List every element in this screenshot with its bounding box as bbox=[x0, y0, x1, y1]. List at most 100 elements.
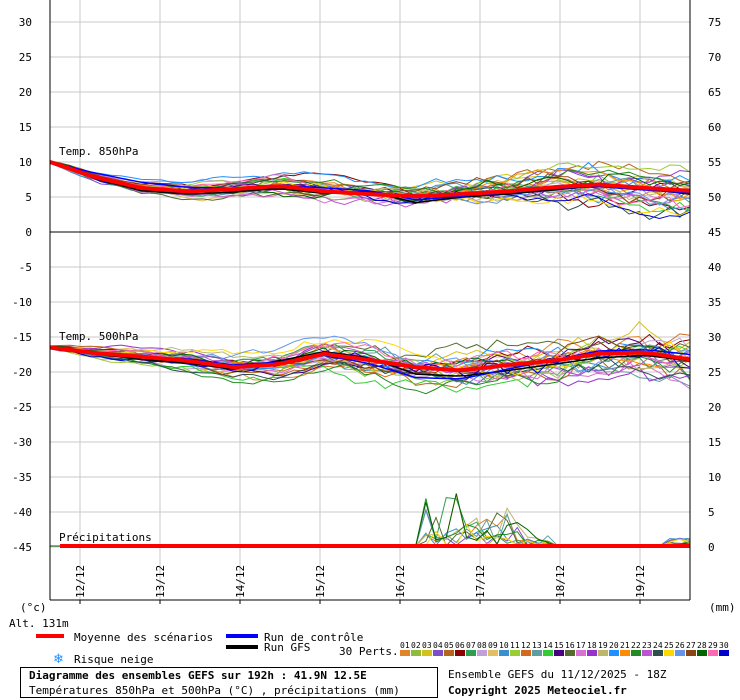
tick-label-left: 0 bbox=[25, 226, 32, 239]
snowflake-icon: ❄ bbox=[53, 652, 64, 667]
x-tick-label: 14/12 bbox=[234, 565, 247, 598]
member-label: 18 bbox=[587, 641, 597, 650]
member-swatch bbox=[422, 650, 432, 656]
tick-label-left: 30 bbox=[19, 16, 32, 29]
credit-block: Ensemble GEFS du 11/12/2025 - 18Z Copyri… bbox=[448, 668, 738, 697]
tick-label-right: 5 bbox=[708, 506, 715, 519]
legend-mean-label: Moyenne des scénarios bbox=[74, 631, 213, 644]
tick-label-right: 0 bbox=[708, 541, 715, 554]
t850-member-line bbox=[49, 160, 691, 189]
chart-ticks: 30252015105075706560555045-5-10-15-20-25… bbox=[12, 16, 721, 604]
x-tick-label: 19/12 bbox=[634, 565, 647, 598]
tick-label-right: 10 bbox=[708, 471, 721, 484]
legend-gfs-label: Run GFS bbox=[264, 641, 310, 654]
altitude-label: Alt. 131m bbox=[9, 617, 69, 630]
member-swatch bbox=[510, 650, 520, 656]
legend-control-label: Run de contrôle bbox=[264, 631, 363, 644]
member-swatch bbox=[499, 650, 509, 656]
legend-perts-label: 30 Perts. bbox=[339, 645, 399, 658]
run-label: Ensemble GEFS du 11/12/2025 - 18Z bbox=[448, 668, 667, 681]
tick-label-right: 35 bbox=[708, 296, 721, 309]
tick-label-left: -10 bbox=[12, 296, 32, 309]
member-swatch bbox=[686, 650, 696, 656]
tick-label-left: -15 bbox=[12, 331, 32, 344]
member-label: 12 bbox=[521, 641, 531, 650]
member-label: 14 bbox=[543, 641, 553, 650]
left-unit-label: (°c) bbox=[20, 601, 47, 614]
member-swatch bbox=[433, 650, 443, 656]
member-swatch bbox=[576, 650, 586, 656]
member-label: 28 bbox=[697, 641, 707, 650]
panel-label-t500: Temp. 500hPa bbox=[59, 330, 138, 343]
copyright-label: Copyright 2025 Meteociel.fr bbox=[448, 684, 627, 697]
member-swatch bbox=[488, 650, 498, 656]
tick-label-right: 55 bbox=[708, 156, 721, 169]
tick-label-left: -45 bbox=[12, 541, 32, 554]
member-label: 30 bbox=[719, 641, 729, 650]
member-label: 16 bbox=[565, 641, 575, 650]
x-tick-label: 12/12 bbox=[74, 565, 87, 598]
member-label: 22 bbox=[631, 641, 641, 650]
x-tick-label: 16/12 bbox=[394, 565, 407, 598]
tick-label-right: 75 bbox=[708, 16, 721, 29]
tick-label-left: 5 bbox=[25, 191, 32, 204]
tick-label-left: -5 bbox=[19, 261, 32, 274]
diagram-subtitle: Températures 850hPa et 500hPa (°C) , pré… bbox=[29, 684, 400, 697]
tick-label-left: 10 bbox=[19, 156, 32, 169]
member-label: 26 bbox=[675, 641, 685, 650]
member-label: 13 bbox=[532, 641, 542, 650]
member-label: 11 bbox=[510, 641, 520, 650]
member-swatch bbox=[400, 650, 410, 656]
tick-label-right: 25 bbox=[708, 366, 721, 379]
member-label: 10 bbox=[499, 641, 509, 650]
t500-member-line bbox=[49, 346, 691, 382]
tick-label-right: 70 bbox=[708, 51, 721, 64]
x-tick-label: 13/12 bbox=[154, 565, 167, 598]
member-swatch bbox=[444, 650, 454, 656]
member-swatch bbox=[411, 650, 421, 656]
tick-label-right: 65 bbox=[708, 86, 721, 99]
tick-label-right: 30 bbox=[708, 331, 721, 344]
member-swatch bbox=[532, 650, 542, 656]
tick-label-right: 50 bbox=[708, 191, 721, 204]
member-label: 09 bbox=[488, 641, 498, 650]
x-tick-label: 18/12 bbox=[554, 565, 567, 598]
tick-label-left: 20 bbox=[19, 86, 32, 99]
tick-label-left: -20 bbox=[12, 366, 32, 379]
tick-label-left: -25 bbox=[12, 401, 32, 414]
member-label: 23 bbox=[642, 641, 652, 650]
member-swatch bbox=[697, 650, 707, 656]
panel-label-precip: Précipitations bbox=[59, 531, 152, 544]
member-label: 06 bbox=[455, 641, 465, 650]
member-label: 20 bbox=[609, 641, 619, 650]
member-swatch bbox=[664, 650, 674, 656]
tick-label-right: 45 bbox=[708, 226, 721, 239]
member-label: 03 bbox=[422, 641, 432, 650]
member-swatch bbox=[631, 650, 641, 656]
member-swatch bbox=[609, 650, 619, 656]
t500-mean-line bbox=[49, 345, 691, 373]
member-label: 24 bbox=[653, 641, 663, 650]
member-label: 02 bbox=[411, 641, 421, 650]
member-swatch bbox=[587, 650, 597, 656]
panel-label-t850: Temp. 850hPa bbox=[59, 145, 138, 158]
tick-label-left: 25 bbox=[19, 51, 32, 64]
tick-label-left: -30 bbox=[12, 436, 32, 449]
member-swatch bbox=[455, 650, 465, 656]
x-tick-label: 15/12 bbox=[314, 565, 327, 598]
member-label: 19 bbox=[598, 641, 608, 650]
member-label: 29 bbox=[708, 641, 718, 650]
member-label: 04 bbox=[433, 641, 443, 650]
diagram-title: Diagramme des ensembles GEFS sur 192h : … bbox=[29, 669, 367, 682]
chart-grid bbox=[50, 0, 690, 600]
legend-snow-label: Risque neige bbox=[74, 653, 153, 666]
member-swatch bbox=[521, 650, 531, 656]
member-swatch bbox=[554, 650, 564, 656]
member-swatch bbox=[543, 650, 553, 656]
member-label: 25 bbox=[664, 641, 674, 650]
right-unit-label: (mm) bbox=[709, 601, 736, 614]
chart-series bbox=[49, 160, 691, 548]
x-tick-label: 17/12 bbox=[474, 565, 487, 598]
member-swatch bbox=[642, 650, 652, 656]
member-label: 05 bbox=[444, 641, 454, 650]
